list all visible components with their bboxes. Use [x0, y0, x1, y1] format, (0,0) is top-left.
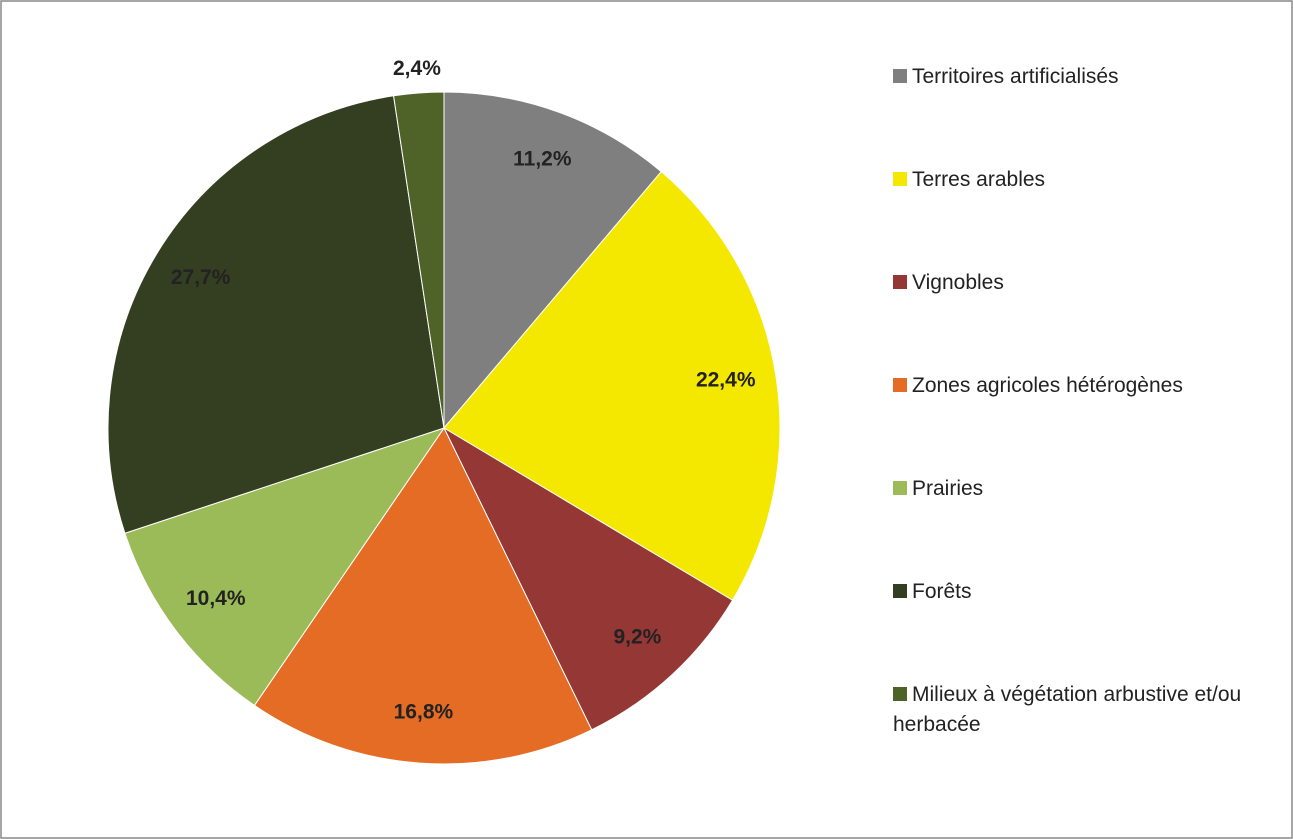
pie-slice	[393, 91, 445, 429]
legend-item: Prairies	[893, 474, 1273, 504]
pie-slice	[253, 427, 593, 765]
pie-slice	[443, 91, 662, 430]
legend-item: Milieux à végétation arbustive et/ou her…	[893, 680, 1273, 740]
pie-slice	[443, 170, 781, 601]
legend-item: Territoires artificialisés	[893, 62, 1273, 92]
legend-label: Prairies	[912, 477, 984, 500]
data-label: 27,7%	[171, 266, 231, 289]
legend-item: Forêts	[893, 577, 1273, 607]
legend-label: Territoires artificialisés	[912, 65, 1119, 88]
legend-label: Milieux à végétation arbustive et/ou her…	[893, 683, 1242, 736]
data-label: 11,2%	[513, 147, 572, 170]
data-label: 10,4%	[186, 587, 246, 610]
legend-swatch	[893, 481, 907, 495]
legend-label: Zones agricoles hétérogènes	[912, 374, 1183, 397]
pie-slice	[442, 426, 734, 731]
data-label: 22,4%	[696, 369, 756, 392]
legend-item: Vignobles	[893, 268, 1273, 298]
pie-slice	[124, 427, 446, 707]
legend-label: Vignobles	[912, 271, 1004, 294]
legend-item: Zones agricoles hétérogènes	[893, 371, 1273, 401]
legend-item: Terres arables	[893, 165, 1273, 195]
legend-swatch	[893, 687, 907, 701]
legend-swatch	[893, 584, 907, 598]
legend-label: Forêts	[912, 580, 972, 603]
legend-swatch	[893, 275, 907, 289]
data-label: 16,8%	[394, 700, 454, 723]
pie-slice	[107, 95, 445, 534]
legend-swatch	[893, 378, 907, 392]
legend-swatch	[893, 69, 907, 83]
legend-swatch	[893, 172, 907, 186]
data-label: 9,2%	[613, 626, 661, 649]
data-label: 2,4%	[393, 57, 441, 80]
legend-label: Terres arables	[912, 168, 1046, 191]
